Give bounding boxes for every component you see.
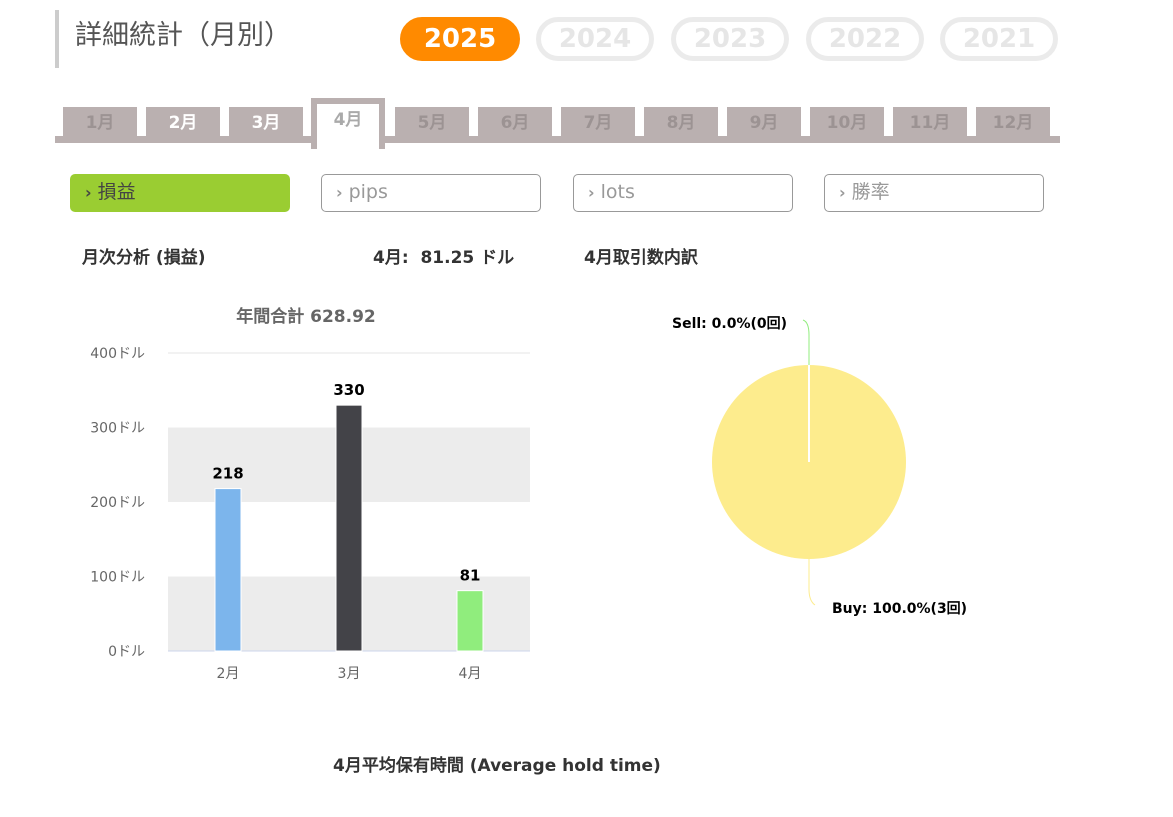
y-tick-label: 300ドル [90, 421, 145, 437]
tab-month-4[interactable]: 4月 [311, 98, 385, 149]
y-tick-label: 200ドル [90, 495, 145, 511]
trade-breakdown-pie-chart: Sell: 0.0%(0回) Buy: 100.0%(3回) [672, 316, 967, 617]
tab-month-8[interactable]: 8月 [644, 107, 718, 136]
x-tick-label: 4月 [459, 666, 482, 682]
chart-title: 年間合計 628.92 [236, 306, 376, 327]
data-label: 81 [460, 567, 481, 585]
x-tick-label: 3月 [338, 666, 361, 682]
chevron-right-icon: › [336, 183, 343, 202]
hold-time-heading: 4月平均保有時間 (Average hold time) [333, 756, 661, 776]
bar-3月[interactable] [335, 404, 363, 652]
bar-4月[interactable] [456, 590, 484, 652]
chevron-right-icon: › [85, 183, 92, 202]
year-2021-button[interactable]: 2021 [940, 17, 1058, 61]
tab-month-7[interactable]: 7月 [561, 107, 635, 136]
bar-2月[interactable] [214, 488, 242, 652]
metric-button-1[interactable]: › pips [321, 174, 541, 212]
data-label: 330 [333, 381, 364, 399]
metric-button-0[interactable]: › 損益 [70, 174, 290, 212]
tab-month-6[interactable]: 6月 [478, 107, 552, 136]
monthly-analysis-heading: 月次分析 (損益) [82, 248, 206, 268]
metric-button-2[interactable]: › lots [573, 174, 793, 212]
sell-label: Sell: 0.0%(0回) [672, 316, 787, 332]
y-tick-label: 0ドル [108, 644, 145, 660]
metric-label: lots [600, 181, 635, 203]
tab-month-5[interactable]: 5月 [395, 107, 469, 136]
sell-connector [802, 319, 810, 365]
year-2023-button[interactable]: 2023 [671, 17, 789, 61]
tab-month-9[interactable]: 9月 [727, 107, 801, 136]
tab-bar-underline [55, 136, 1060, 143]
y-tick-label: 100ドル [90, 570, 145, 586]
metric-label: pips [348, 181, 388, 203]
year-2025-button[interactable]: 2025 [400, 17, 520, 61]
year-2024-button[interactable]: 2024 [536, 17, 654, 61]
buy-connector [808, 559, 816, 606]
x-tick-label: 2月 [217, 666, 240, 682]
chevron-right-icon: › [839, 183, 846, 202]
y-tick-label: 400ドル [90, 346, 145, 362]
month-value: 4月: 81.25 ドル [373, 248, 515, 268]
chevron-right-icon: › [588, 183, 595, 202]
year-2022-button[interactable]: 2022 [806, 17, 924, 61]
tab-month-11[interactable]: 11月 [893, 107, 967, 136]
tab-month-2[interactable]: 2月 [146, 107, 220, 136]
buy-label: Buy: 100.0%(3回) [832, 601, 967, 617]
metric-label: 損益 [97, 181, 136, 203]
trade-breakdown-heading: 4月取引数内訳 [584, 248, 698, 268]
page-title: 詳細統計（月別） [55, 10, 291, 68]
metric-label: 勝率 [851, 181, 890, 203]
tab-month-12[interactable]: 12月 [976, 107, 1050, 136]
tab-month-3[interactable]: 3月 [229, 107, 303, 136]
monthly-pl-bar-chart: 年間合計 628.92 0ドル 100ドル 200ドル 300ドル 400ドル 218 2月 3… [90, 306, 530, 682]
tab-month-1[interactable]: 1月 [63, 107, 137, 136]
metric-button-3[interactable]: › 勝率 [824, 174, 1044, 212]
data-label: 218 [212, 465, 243, 483]
tab-month-10[interactable]: 10月 [810, 107, 884, 136]
